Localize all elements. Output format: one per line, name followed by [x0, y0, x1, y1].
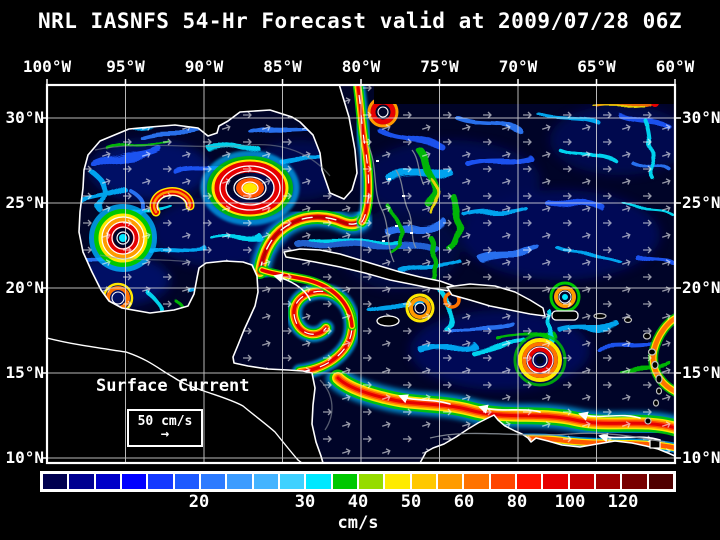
lon-label-85w: 85°W: [263, 57, 302, 76]
lon-label-95w: 95°W: [106, 57, 145, 76]
colorbar-cell: [437, 474, 463, 489]
scale-value: 50 cm/s: [137, 414, 193, 429]
colorbar-cell: [358, 474, 384, 489]
colorbar-tick-label: 60: [453, 492, 475, 512]
land-masses: [47, 85, 675, 463]
colorbar-cell: [648, 474, 673, 489]
colorbar-tick-label: 100: [554, 492, 586, 512]
lat-label-left-25n: 25°N: [5, 193, 44, 212]
colorbar-cell: [569, 474, 594, 489]
colorbar-cell: [543, 474, 568, 489]
colorbar-cell: [595, 474, 621, 489]
colorbar-tick-label: 80: [506, 492, 528, 512]
colorbar-cell: [385, 474, 410, 489]
lon-label-100w: 100°W: [22, 57, 72, 76]
lat-label-right-30n: 30°N: [682, 108, 720, 127]
lat-label-left-30n: 30°N: [5, 108, 44, 127]
colorbar-cell: [306, 474, 331, 489]
colorbar-cell: [411, 474, 436, 489]
colorbar-cell: [174, 474, 199, 489]
lat-label-left-10n: 10°N: [5, 448, 44, 467]
bahamas-islands: [376, 160, 413, 242]
lat-label-left-15n: 15°N: [5, 363, 44, 382]
scale-arrow-icon: →: [160, 426, 170, 442]
colorbar-tick-label: 50: [400, 492, 422, 512]
lat-label-right-10n: 10°N: [682, 448, 720, 467]
colorbar-cell: [69, 474, 94, 489]
colorbar-cell: [332, 474, 357, 489]
colorbar-tick-label: 20: [188, 492, 210, 512]
lat-label-right-20n: 20°N: [682, 278, 720, 297]
colorbar-cell: [200, 474, 226, 489]
colorbar-cell: [253, 474, 278, 489]
colorbar-ticks: 20 30 40 50 60 80 100 120: [40, 492, 676, 514]
lat-label-right-15n: 15°N: [682, 363, 720, 382]
colorbar-tick-label: 40: [347, 492, 369, 512]
lon-label-75w: 75°W: [420, 57, 459, 76]
colorbar-tick-label: 120: [607, 492, 639, 512]
map-clip-group: [47, 85, 675, 463]
page-title: NRL IASNFS 54-Hr Forecast valid at 2009/…: [37, 9, 682, 33]
graticule: [47, 85, 675, 463]
lon-label-90w: 90°W: [184, 57, 224, 76]
colorbar-cell: [490, 474, 515, 489]
current-arrows: [273, 273, 661, 443]
colorbar-cell: [279, 474, 305, 489]
lon-label-80w: 80°W: [341, 57, 381, 76]
colorbar-cell: [227, 474, 252, 489]
colorbar-cell: [121, 474, 147, 489]
lat-label-right-25n: 25°N: [682, 193, 720, 212]
colorbar-cell: [43, 474, 68, 489]
lon-label-70w: 70°W: [498, 57, 538, 76]
no-data-band: [374, 85, 675, 104]
colorbar: [40, 471, 676, 492]
map-frame: [45, 83, 677, 465]
colorbar-tick-label: 30: [294, 492, 316, 512]
legend-label: Surface Current: [96, 376, 250, 396]
colorbar-cell: [464, 474, 489, 489]
lat-label-left-20n: 20°N: [5, 278, 44, 297]
bathymetry-contours: [94, 144, 666, 443]
colorbar-cell: [95, 474, 120, 489]
scale-box: 50 cm/s →: [127, 409, 203, 447]
colorbar-cell: [516, 474, 542, 489]
colorbar-cell: [622, 474, 647, 489]
lon-label-60w: 60°W: [655, 57, 695, 76]
lon-label-65w: 65°W: [577, 57, 616, 76]
colorbar-units: cm/s: [337, 513, 379, 533]
colorbar-cell: [148, 474, 173, 489]
